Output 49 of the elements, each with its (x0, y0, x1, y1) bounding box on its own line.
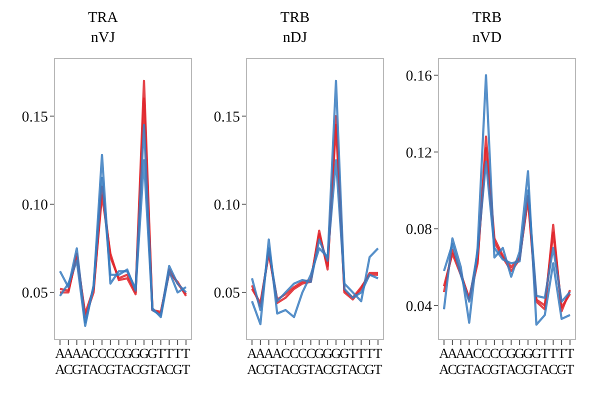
y-tick-label: 0.16 (406, 68, 432, 85)
chart-subtitle: nVD (471, 29, 503, 48)
y-tick-label: 0.15 (214, 109, 240, 126)
x-tick-label: CT (114, 347, 124, 378)
x-tick-label: GT (339, 347, 350, 378)
chart-subtitle: nVJ (90, 29, 116, 48)
x-tick-label: TG (556, 347, 567, 378)
y-tick-label: 0.10 (22, 198, 48, 214)
x-tick-label: AG (72, 347, 83, 378)
x-tick-label: CC (289, 347, 299, 378)
x-tick-label: AA (54, 347, 66, 378)
x-tick-label: TT (374, 347, 383, 378)
x-tick-label: CG (489, 347, 500, 378)
x-tick-label: CG (297, 347, 308, 378)
x-tick-label: TG (172, 347, 183, 378)
x-tick-label: GC (322, 347, 333, 378)
x-tick-label: TT (182, 347, 191, 378)
x-tick-label: CC (481, 347, 491, 378)
x-tick-label: CT (498, 347, 508, 378)
x-tick-label: CT (306, 347, 316, 378)
x-tick-label: TC (548, 347, 558, 378)
x-tick-label: CG (105, 347, 116, 378)
chart-title: TRA (87, 9, 119, 28)
y-tick-label: 0.10 (214, 198, 240, 214)
x-tick-label: GT (531, 347, 542, 378)
x-tick-label: AG (264, 347, 275, 378)
x-tick-label: GC (514, 347, 525, 378)
y-tick-label: 0.15 (22, 109, 48, 126)
y-tick-label: 0.05 (214, 286, 240, 302)
x-tick-label: CC (97, 347, 107, 378)
x-tick-label: AG (456, 347, 467, 378)
x-tick-label: GC (130, 347, 141, 378)
chart-title: TRB (279, 9, 311, 28)
x-tick-label: GT (147, 347, 158, 378)
y-tick-label: 0.05 (22, 286, 48, 302)
x-tick-label: GG (522, 347, 534, 378)
x-tick-label: GG (138, 347, 150, 378)
y-tick-label: 0.04 (406, 298, 432, 315)
x-tick-label: AA (246, 347, 258, 378)
x-tick-label: TT (566, 347, 575, 378)
y-tick-label: 0.08 (406, 222, 432, 238)
chart-title: TRB (471, 9, 503, 28)
x-tick-label: AA (438, 347, 450, 378)
y-tick-label: 0.12 (406, 145, 432, 162)
x-tick-label: TC (164, 347, 174, 378)
x-tick-label: GG (330, 347, 342, 378)
chart-subtitle: nDJ (282, 29, 308, 48)
x-tick-label: TC (356, 347, 366, 378)
x-tick-label: TG (364, 347, 375, 378)
